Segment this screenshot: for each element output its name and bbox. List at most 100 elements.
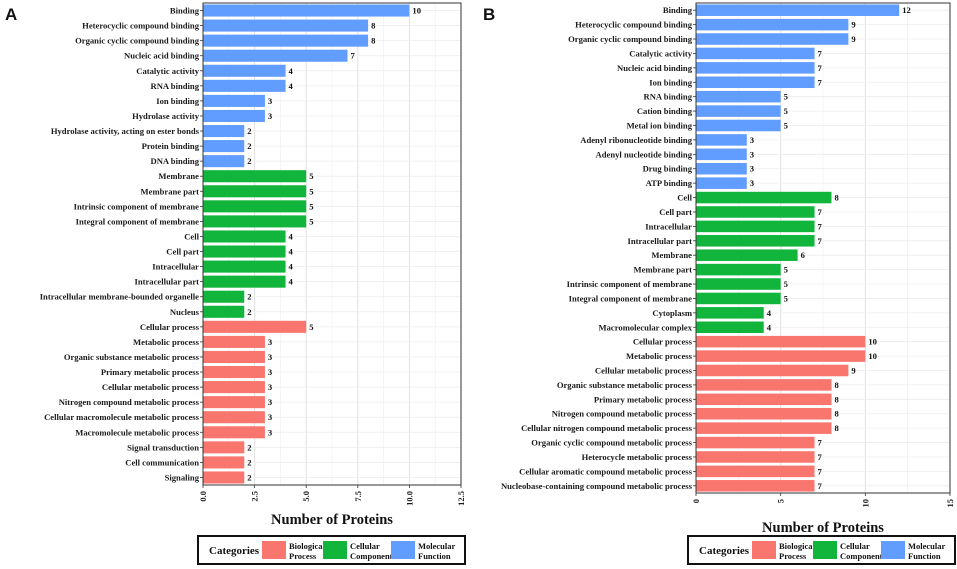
bar-value-label: 3 [750,178,754,188]
bar-value-label: 3 [750,149,754,159]
bar-value-label: 9 [851,366,855,376]
bar-value-label: 8 [834,394,839,404]
panel-b: B 12 Binding 9 Heterocyclic compound binding… [483,2,956,565]
legend-label-line2: Function [908,551,941,561]
category-label: Heterocycle metabolic process [582,452,693,462]
bar [203,4,410,17]
bar-value-label: 3 [268,96,272,106]
bar-value-label: 5 [784,265,788,275]
category-label: Heterocyclic compound binding [575,20,693,30]
legend-swatch [813,541,837,559]
legend-swatch [391,541,415,559]
bar [203,275,286,288]
category-label: Ion binding [156,96,199,106]
x-axis-title: Number of Proteins [762,520,884,536]
legend-label-line1: Cellular [840,541,870,551]
category-label: Organic cyclic compound metabolic proces… [531,438,692,448]
bar-value-label: 5 [309,322,313,332]
category-label: Signaling [165,472,200,482]
category-label: Intracellular part [627,236,692,246]
bar-value-label: 10 [412,6,421,16]
bar-value-label: 3 [750,135,754,145]
category-label: Primary metabolic process [594,394,693,404]
bar-value-label: 7 [818,438,823,448]
bar-value-label: 2 [247,292,251,302]
category-label: Cellular metabolic process [102,382,200,392]
category-label: Integral component of membrane [569,293,693,303]
bar-value-label: 5 [309,201,313,211]
category-label: Intrinsic component of membrane [567,279,693,289]
bar [696,105,781,117]
bar-value-label: 10 [868,351,877,361]
x-tick-label: 0.0 [198,491,208,502]
category-label: RNA binding [151,81,200,91]
bar [696,191,832,204]
bar [203,200,307,213]
category-label: Adenyl nucleotide binding [596,149,693,159]
plot-frame [202,2,462,486]
bar [203,441,245,454]
bar [696,451,815,463]
x-tick-label: 5.0 [301,491,311,502]
category-label: Cellular macromolecule metabolic process [44,412,200,422]
category-label: Adenyl ribonucleotide binding [580,135,692,145]
category-label: Binding [663,5,693,15]
category-label: Cell part [659,207,692,217]
category-label: Cellular aromatic compound metabolic pro… [519,466,692,476]
legend-label-line1: Biological [779,541,816,551]
category-label: Organic substance metabolic process [557,380,693,390]
category-label: Nitrogen compound metabolic process [59,397,200,407]
category-label: Cation binding [637,106,693,116]
bar [696,220,815,233]
bar [203,471,245,484]
bar-value-label: 5 [309,171,313,181]
bar [696,235,815,247]
category-label: Nucleic acid binding [124,51,200,61]
category-label: Organic cyclic compound binding [75,36,200,46]
bar [203,350,265,363]
bar-value-label: 3 [268,412,272,422]
legend-label-line1: Molecular [908,541,946,551]
bar-value-label: 3 [268,337,272,347]
category-label: Cell part [166,247,199,257]
x-tick-label: 0 [691,499,701,503]
category-label: Cell [184,231,199,241]
bar-value-label: 5 [309,186,313,196]
bar-value-label: 8 [834,423,839,433]
bar [696,4,900,16]
panel-letter: B [483,5,495,24]
legend-swatch [262,541,286,559]
bar [203,19,369,32]
bar-value-label: 7 [818,221,823,231]
bar-value-label: 3 [750,164,754,174]
bar [203,64,286,77]
bar [203,290,245,303]
bar [696,33,849,45]
category-label: Macromolecule metabolic process [75,427,199,437]
category-label: Intracellular part [134,277,199,287]
legend-label-line2: Process [289,551,317,561]
bar [696,379,832,391]
bar-value-label: 3 [268,367,272,377]
bar [696,321,764,334]
panel-letter: A [5,5,17,24]
bar-value-label: 5 [784,106,788,116]
panel-a: A 10 Binding 8 Heterocyclic compound binding… [5,2,466,565]
bar [696,263,781,276]
bar [696,465,815,478]
category-label: Hydrolase activity [132,111,200,121]
bar [696,335,866,348]
bar-value-label: 4 [289,262,294,272]
bar [203,125,245,138]
bar [203,411,265,424]
bar [203,230,286,243]
bar [203,456,245,469]
bar [696,134,747,146]
legend-label-line2: Component [840,551,883,561]
category-label: Metal ion binding [627,121,693,131]
bar [696,90,781,103]
x-tick-label: 2.5 [250,491,260,502]
x-tick-label: 7.5 [353,491,363,502]
category-label: Cell [677,193,692,203]
bar-value-label: 4 [289,81,294,91]
